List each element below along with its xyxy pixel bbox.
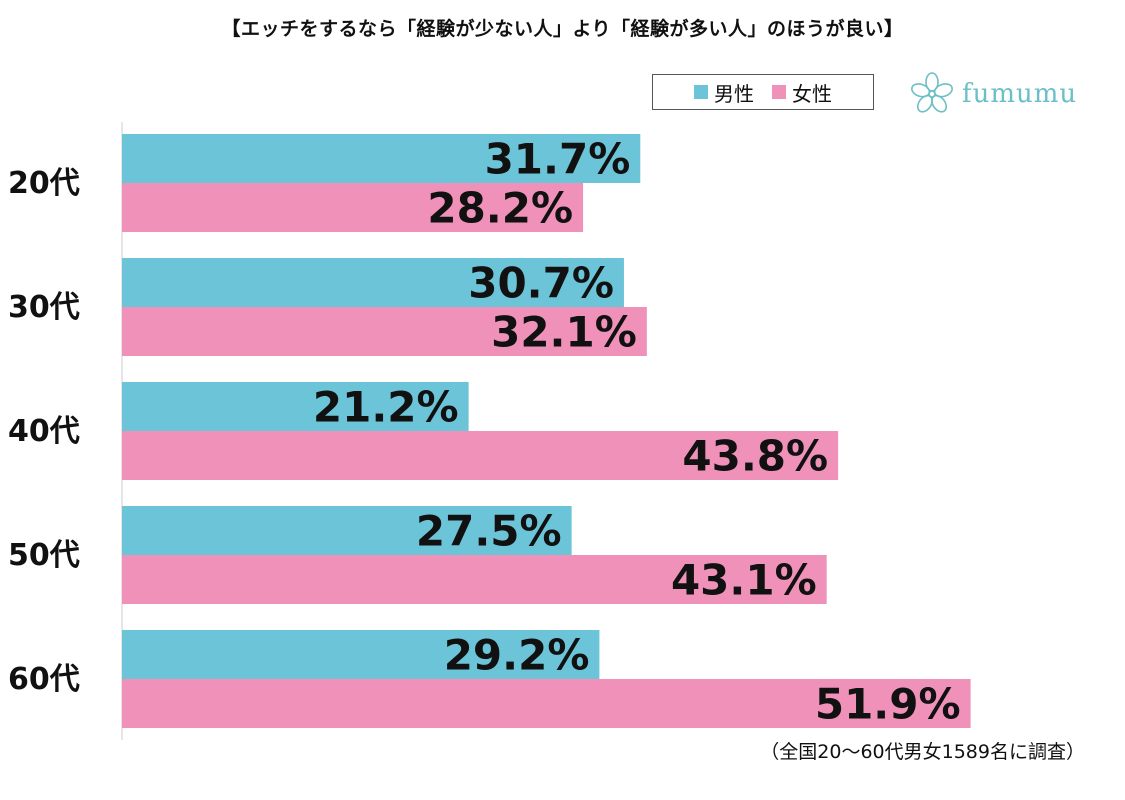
data-label: 51.9% (815, 680, 961, 729)
data-label: 27.5% (416, 507, 562, 556)
category-label: 60代 (8, 662, 80, 697)
data-label: 32.1% (491, 308, 637, 357)
bar-male (122, 258, 624, 307)
legend-swatch-female (772, 85, 786, 99)
legend-label-female: 女性 (792, 81, 832, 106)
data-label: 43.1% (671, 556, 817, 605)
bar-male (122, 134, 641, 183)
category-label: 50代 (8, 538, 80, 573)
bar-female (122, 555, 827, 604)
legend-item-male: 男性 (694, 78, 754, 107)
category-label: 20代 (8, 166, 80, 201)
category-label: 30代 (8, 290, 80, 325)
bar-male (122, 630, 600, 679)
data-label: 29.2% (444, 631, 590, 680)
bar-male (122, 506, 572, 555)
data-label: 43.8% (682, 432, 828, 481)
brand-logo: fumumu (910, 72, 1077, 116)
bar-female (122, 307, 647, 356)
footnote: （全国20～60代男女1589名に調査） (760, 741, 1085, 763)
data-label: 28.2% (427, 184, 573, 233)
bar-female (122, 183, 584, 232)
flower-logo-icon (911, 72, 953, 113)
chart-title: 【エッチをするなら「経験が少ない人」より「経験が多い人」のほうが良い】 (221, 18, 904, 40)
legend: 男性 女性 (652, 74, 874, 110)
data-label: 30.7% (468, 259, 614, 308)
bar-male (122, 382, 469, 431)
data-label: 31.7% (485, 135, 631, 184)
brand-name: fumumu (962, 79, 1078, 109)
legend-swatch-male (694, 85, 708, 99)
bar-female (122, 679, 971, 728)
bar-female (122, 431, 839, 480)
legend-label-male: 男性 (714, 81, 754, 106)
category-label: 40代 (8, 414, 80, 449)
legend-item-female: 女性 (772, 78, 832, 107)
data-label: 21.2% (313, 383, 459, 432)
